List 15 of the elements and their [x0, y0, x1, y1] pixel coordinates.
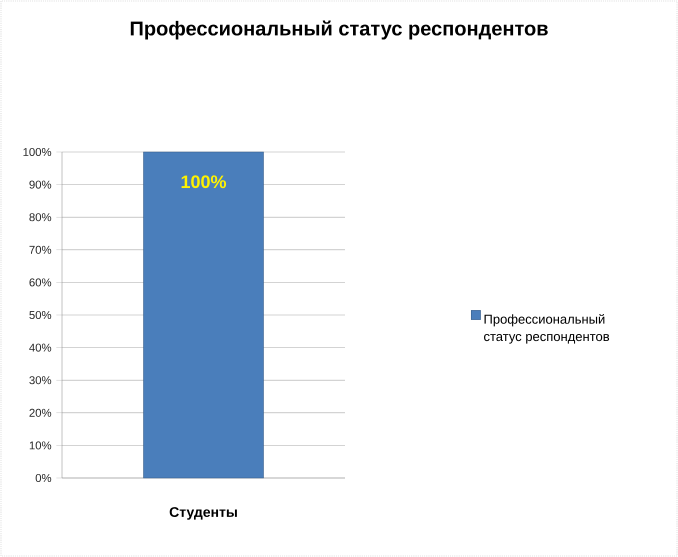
- y-tick-label: 40%: [29, 344, 52, 352]
- y-tick-label: 60%: [30, 278, 52, 286]
- y-tick-label: 90%: [29, 180, 52, 189]
- chart-title: Профессиональный статус респондентов: [130, 20, 548, 40]
- y-tick-label: 100%: [23, 148, 52, 156]
- y-tick-label: 80%: [29, 213, 52, 222]
- y-tick-label: 70%: [30, 246, 52, 254]
- y-tick-label: 50%: [29, 310, 52, 320]
- legend-label: Профессиональный статус респондентов: [484, 314, 610, 344]
- y-tick-label: 10%: [30, 441, 52, 450]
- data-label: 100%: [182, 175, 226, 188]
- y-tick-label: 30%: [29, 376, 52, 384]
- x-tick-label: Студенты: [170, 507, 237, 520]
- y-tick-label: 20%: [29, 408, 52, 417]
- y-tick-label: 0%: [36, 474, 52, 482]
